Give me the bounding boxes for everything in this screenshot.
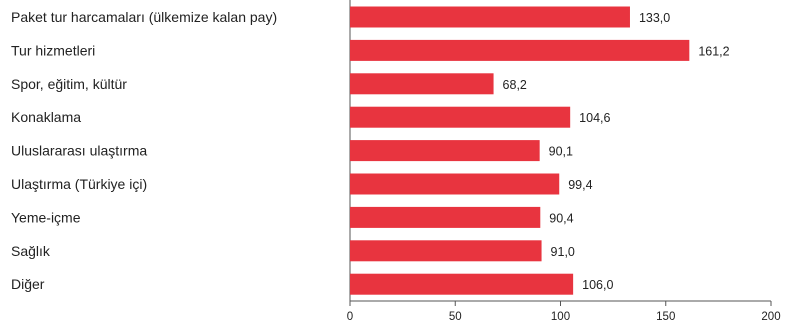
category-label: Spor, eğitim, kültür: [11, 76, 127, 92]
value-label: 161,2: [698, 44, 729, 58]
category-label: Tur hizmetleri: [11, 42, 95, 58]
bar: [350, 240, 542, 262]
x-tick-label: 50: [449, 311, 462, 323]
x-tick-label: 150: [656, 311, 675, 323]
value-label: 68,2: [503, 78, 527, 92]
bar: [350, 6, 630, 28]
category-label: Konaklama: [11, 109, 81, 125]
bar: [350, 206, 541, 228]
bars-layer: [350, 6, 690, 295]
axis-layer: 0 50 100 150 200: [347, 0, 781, 323]
labels-layer: Paket tur harcamaları (ülkemize kalan pa…: [11, 9, 730, 292]
category-label: Ulaştırma (Türkiye içi): [11, 176, 147, 192]
bar: [350, 106, 571, 128]
bar: [350, 140, 540, 162]
value-label: 99,4: [568, 178, 592, 192]
category-label: Diğer: [11, 276, 45, 292]
category-label: Yeme-içme: [11, 209, 81, 225]
x-tick-label: 0: [347, 311, 353, 323]
value-label: 91,0: [551, 245, 575, 259]
value-label: 104,6: [579, 111, 610, 125]
value-label: 106,0: [582, 278, 613, 292]
x-tick-label: 200: [761, 311, 780, 323]
value-label: 90,4: [549, 211, 573, 225]
bar: [350, 173, 560, 195]
category-label: Uluslararası ulaştırma: [11, 143, 147, 159]
x-tick-label: 100: [551, 311, 570, 323]
bar: [350, 39, 690, 61]
category-label: Paket tur harcamaları (ülkemize kalan pa…: [11, 9, 277, 25]
bar: [350, 73, 494, 95]
value-label: 133,0: [639, 11, 670, 25]
bar: [350, 273, 574, 295]
category-label: Sağlık: [11, 243, 51, 259]
value-label: 90,1: [549, 145, 573, 159]
